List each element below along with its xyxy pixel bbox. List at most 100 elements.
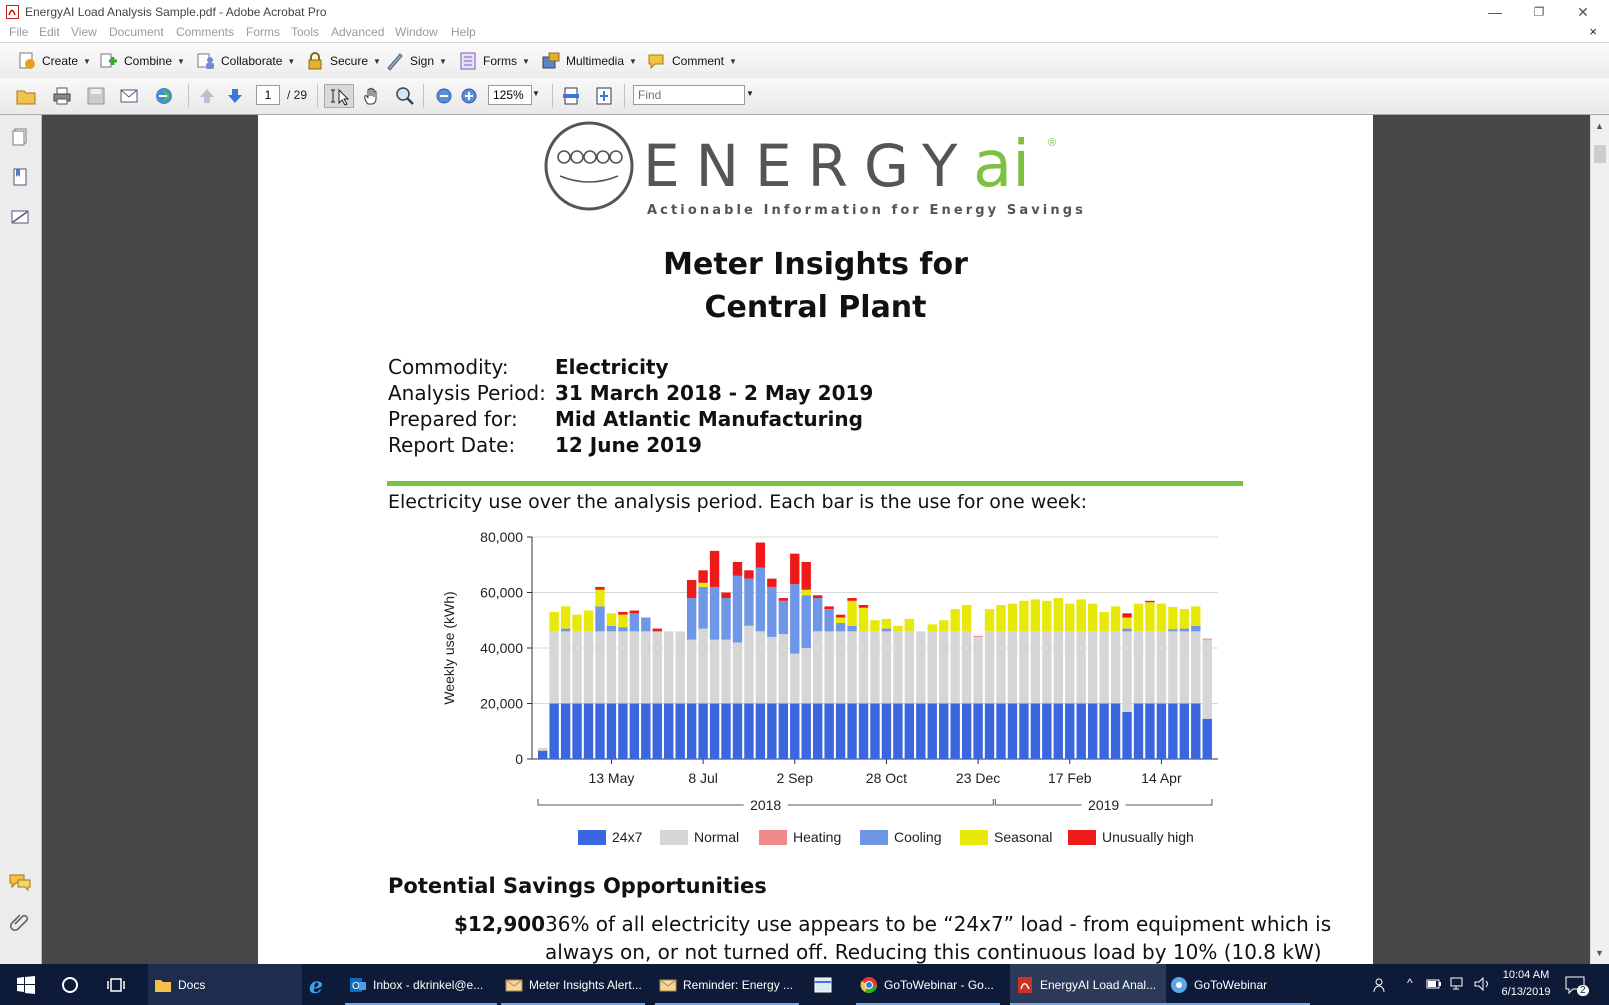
- menu-file[interactable]: File: [9, 25, 29, 39]
- next-page-icon[interactable]: [225, 86, 245, 106]
- sign-button[interactable]: Sign ▼: [385, 49, 447, 73]
- bar-segment-24x7: [824, 703, 834, 759]
- legend-swatch: [578, 830, 606, 845]
- comment-button[interactable]: Comment ▼: [647, 49, 737, 73]
- combine-button[interactable]: Combine ▼: [99, 49, 185, 73]
- bar-segment-cooling: [824, 609, 834, 632]
- volume-icon[interactable]: [1474, 977, 1492, 991]
- forms-button[interactable]: Forms ▼: [458, 49, 530, 73]
- task-view-icon[interactable]: [107, 976, 125, 994]
- hand-tool-icon[interactable]: [362, 86, 382, 106]
- calendar-app-icon[interactable]: [813, 975, 833, 995]
- taskbar-item-acrobat[interactable]: EnergyAI Load Anal...: [1010, 964, 1166, 1005]
- menu-view[interactable]: View: [71, 25, 97, 39]
- fit-page-icon[interactable]: [594, 86, 614, 106]
- scrolling-pages-icon[interactable]: [561, 86, 581, 106]
- bar-segment-normal: [858, 631, 869, 704]
- savings-description: 36% of all electricity use appears to be…: [545, 912, 1332, 936]
- bar-segment-normal: [1202, 639, 1212, 719]
- logo-registered: ®: [1048, 137, 1056, 149]
- collaborate-button[interactable]: Collaborate ▼: [196, 49, 295, 73]
- title-bar: EnergyAI Load Analysis Sample.pdf - Adob…: [0, 0, 1609, 24]
- multimedia-button[interactable]: Multimedia ▼: [541, 49, 637, 73]
- battery-icon[interactable]: [1426, 977, 1442, 991]
- secure-button[interactable]: Secure ▼: [305, 49, 381, 73]
- bookmarks-icon[interactable]: [10, 167, 30, 187]
- menu-bar: File Edit View Document Comments Forms T…: [0, 24, 1609, 42]
- menu-window[interactable]: Window: [395, 25, 438, 39]
- scroll-thumb[interactable]: [1594, 145, 1606, 163]
- close-button[interactable]: ✕: [1577, 4, 1589, 20]
- open-folder-icon[interactable]: [16, 86, 36, 106]
- internet-explorer-icon[interactable]: e: [307, 974, 329, 996]
- close-document-icon[interactable]: ×: [1589, 24, 1597, 39]
- scroll-down-icon[interactable]: ▼: [1595, 948, 1604, 958]
- email-icon[interactable]: [119, 86, 139, 106]
- bar-segment-24x7: [1110, 703, 1121, 759]
- bar-segment-cooling: [595, 606, 605, 632]
- menu-edit[interactable]: Edit: [39, 25, 60, 39]
- zoom-dropdown-icon[interactable]: ▼: [532, 89, 540, 98]
- restore-button[interactable]: ❐: [1533, 5, 1545, 19]
- menu-tools[interactable]: Tools: [291, 25, 320, 39]
- minimize-button[interactable]: —: [1488, 4, 1502, 20]
- bar-segment-normal: [1007, 631, 1018, 704]
- system-clock[interactable]: 10:04 AM 6/13/2019: [1496, 967, 1556, 1001]
- find-dropdown-icon[interactable]: ▼: [746, 89, 754, 98]
- bar-segment-24x7: [583, 703, 594, 759]
- chevron-down-icon: ▼: [629, 56, 637, 66]
- bar-segment-cooling: [812, 598, 823, 632]
- people-icon[interactable]: [1372, 976, 1390, 994]
- zoom-level-input[interactable]: [488, 85, 532, 105]
- search-cortana-icon[interactable]: [61, 976, 79, 994]
- windows-start-icon[interactable]: [17, 976, 35, 994]
- share-icon[interactable]: [154, 86, 174, 106]
- taskbar-item-reminder[interactable]: Reminder: Energy ...: [655, 964, 799, 1005]
- bar-segment-cooling: [1122, 628, 1132, 632]
- zoom-out-icon[interactable]: [436, 88, 452, 104]
- menu-comments[interactable]: Comments: [176, 25, 235, 39]
- signatures-icon[interactable]: [10, 207, 30, 227]
- bar-segment-cooling: [560, 628, 571, 632]
- action-center-icon[interactable]: [1565, 976, 1585, 994]
- zoom-in-icon[interactable]: [461, 88, 477, 104]
- scroll-up-icon[interactable]: ▲: [1595, 121, 1604, 131]
- pages-icon[interactable]: [10, 127, 30, 147]
- x-tick-label: 14 Apr: [1141, 770, 1182, 786]
- attachments-paperclip-icon[interactable]: [9, 910, 31, 932]
- taskbar-item-outlook[interactable]: O Inbox - dkrinkel@e...: [345, 964, 497, 1005]
- page-number-input[interactable]: [256, 85, 280, 105]
- taskbar-item-gotowebinar-chrome[interactable]: GoToWebinar - Go...: [856, 964, 1000, 1005]
- menu-help[interactable]: Help: [451, 25, 476, 39]
- save-icon[interactable]: [86, 86, 106, 106]
- print-icon[interactable]: [52, 86, 72, 106]
- zoom-tool-icon[interactable]: [395, 86, 415, 106]
- comments-panel-icon[interactable]: [8, 872, 32, 892]
- bar-segment-normal: [641, 631, 651, 704]
- bar-segment-24x7: [744, 703, 754, 759]
- menu-document[interactable]: Document: [109, 25, 164, 39]
- bar-segment-normal: [686, 639, 697, 704]
- previous-page-icon[interactable]: [197, 86, 217, 106]
- create-button[interactable]: Create ▼: [17, 49, 91, 73]
- taskbar-item-docs[interactable]: Docs: [148, 964, 302, 1005]
- page-total: / 29: [287, 88, 308, 102]
- bar-segment-cooling: [790, 584, 800, 654]
- bar-segment-24x7: [1168, 703, 1178, 759]
- network-icon[interactable]: [1450, 977, 1468, 991]
- bar-segment-24x7: [652, 703, 662, 759]
- taskbar-item-meter-insights[interactable]: Meter Insights Alert...: [501, 964, 645, 1005]
- show-hidden-icons-chevron-up-icon[interactable]: ^: [1407, 976, 1413, 990]
- menu-advanced[interactable]: Advanced: [331, 25, 385, 39]
- menu-forms[interactable]: Forms: [246, 25, 280, 39]
- year-label: 2019: [1088, 797, 1119, 813]
- find-input[interactable]: [633, 85, 745, 105]
- bar-segment-cooling: [881, 628, 892, 632]
- bar-segment-24x7: [1099, 703, 1109, 759]
- vertical-scrollbar[interactable]: ▲ ▼: [1590, 115, 1609, 964]
- taskbar-item-gotowebinar[interactable]: GoToWebinar: [1166, 964, 1310, 1005]
- document-viewport[interactable]: ENERGY ai ® Actionable Information for E…: [42, 115, 1590, 964]
- bar-segment-unusually-high: [824, 606, 834, 610]
- select-tool-button[interactable]: [324, 84, 354, 108]
- bar-segment-seasonal: [996, 604, 1006, 632]
